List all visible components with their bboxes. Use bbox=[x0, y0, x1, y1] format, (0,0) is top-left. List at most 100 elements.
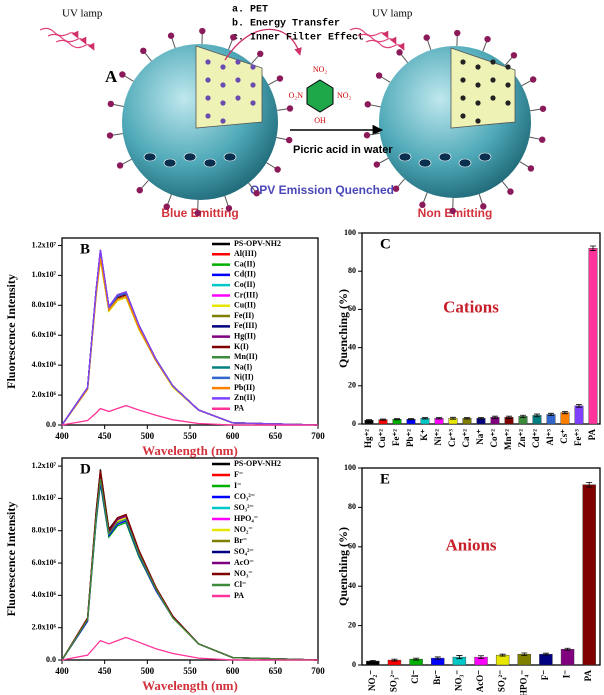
series-line bbox=[61, 255, 319, 426]
x-tick-label: 450 bbox=[98, 666, 112, 676]
legend-label: SO₄²⁻ bbox=[234, 547, 254, 556]
series-line bbox=[61, 252, 319, 426]
dopant bbox=[205, 77, 211, 83]
ligand-head bbox=[539, 105, 547, 112]
x-tick-label: NO₂⁻ bbox=[367, 670, 377, 691]
legend-label: Cu(II) bbox=[234, 301, 256, 310]
series-line bbox=[61, 252, 319, 426]
x-tick-label: PA bbox=[583, 670, 593, 682]
x-tick-label: 400 bbox=[55, 666, 69, 676]
error-bar bbox=[450, 416, 456, 420]
x-tick-label: 500 bbox=[141, 431, 155, 441]
series-line bbox=[61, 254, 319, 426]
series-line bbox=[61, 257, 319, 426]
dopant bbox=[220, 64, 226, 70]
error-bar bbox=[499, 653, 506, 657]
series-line bbox=[61, 477, 319, 661]
y-tick-label: 1.2x10⁷ bbox=[32, 240, 57, 249]
cavity bbox=[223, 152, 237, 162]
x-tick-label: Na⁺ bbox=[475, 429, 485, 445]
error-bar bbox=[369, 660, 376, 663]
ligand-head bbox=[194, 209, 201, 217]
series-line bbox=[61, 472, 319, 661]
bar bbox=[517, 653, 531, 666]
ligand-head bbox=[375, 72, 383, 79]
error-bar bbox=[394, 418, 400, 421]
series-line bbox=[61, 249, 319, 426]
x-tick-label: Zn⁺² bbox=[517, 429, 527, 448]
bar bbox=[539, 653, 553, 666]
y-tick-label: 60 bbox=[348, 542, 356, 551]
dopant bbox=[250, 82, 256, 88]
y-tick-label: 100 bbox=[344, 228, 356, 237]
series-line bbox=[61, 251, 319, 426]
x-tick-label: 400 bbox=[55, 431, 69, 441]
legend-label: Cl⁻ bbox=[234, 580, 246, 589]
bar bbox=[574, 405, 584, 425]
dopant bbox=[475, 118, 481, 124]
ligand-head bbox=[529, 76, 537, 83]
uv-ray bbox=[55, 39, 95, 51]
dopant bbox=[490, 95, 496, 101]
x-tick-label: 600 bbox=[226, 666, 240, 676]
series-line bbox=[61, 251, 319, 426]
legend-label: F⁻ bbox=[234, 470, 243, 479]
uv-ray bbox=[357, 33, 397, 45]
y-tick-label: 20 bbox=[348, 381, 356, 390]
panel-label: B bbox=[80, 241, 90, 257]
x-tick-label: 650 bbox=[269, 666, 283, 676]
y-tick-label: 1.0x10⁷ bbox=[32, 493, 57, 502]
y-axis-label: Fluorescence Intensity bbox=[4, 502, 18, 617]
y-tick-label: 40 bbox=[348, 581, 356, 590]
series-line bbox=[61, 474, 319, 661]
lamp-label: UV lamp bbox=[62, 8, 103, 20]
ligand-head bbox=[527, 165, 535, 172]
legend-label: HPO₄⁻ bbox=[234, 514, 258, 523]
dopant bbox=[460, 95, 466, 101]
ligand-head bbox=[163, 203, 170, 210]
y-tick-label: 1.0x10⁷ bbox=[32, 270, 57, 279]
y-axis-label: Quenching (%) bbox=[336, 289, 350, 368]
panel-label: C bbox=[380, 236, 391, 252]
mechanism: b. Energy Transfer bbox=[232, 18, 340, 30]
y-axis-label: Fluorescence Intensity bbox=[4, 274, 18, 389]
error-bar bbox=[564, 647, 571, 651]
cavity bbox=[143, 152, 157, 162]
error-bar bbox=[478, 655, 484, 659]
legend-label: Fe(III) bbox=[234, 321, 257, 330]
annotation: Cations bbox=[443, 297, 499, 316]
legend-label: Pb(II) bbox=[234, 383, 255, 392]
x-tick-label: HPO₄⁻ bbox=[518, 670, 528, 695]
x-tick-label: 700 bbox=[311, 431, 325, 441]
ligand-head bbox=[423, 34, 430, 41]
series-line bbox=[61, 470, 319, 661]
ligand-head bbox=[107, 100, 115, 108]
ligand-head bbox=[225, 205, 233, 212]
x-tick-label: 500 bbox=[141, 666, 155, 676]
error-bar bbox=[456, 655, 463, 660]
x-tick-label: Al⁺³ bbox=[545, 429, 555, 446]
x-tick-label: Hg⁺² bbox=[363, 429, 373, 448]
dopant bbox=[235, 95, 241, 101]
uv-ray bbox=[39, 27, 79, 39]
y-tick-label: 1.2x10⁷ bbox=[32, 461, 57, 470]
ligand-head bbox=[539, 136, 546, 143]
x-tick-label: SO₄²⁻ bbox=[497, 670, 507, 692]
dopant bbox=[475, 64, 481, 70]
error-bar bbox=[380, 418, 386, 421]
panel-label: D bbox=[80, 461, 91, 477]
series-line bbox=[61, 254, 319, 426]
x-tick-label: 550 bbox=[183, 431, 197, 441]
x-tick-label: 700 bbox=[311, 666, 325, 676]
x-tick-label: 450 bbox=[98, 431, 112, 441]
ligand-head bbox=[230, 34, 237, 41]
y-tick-label: 60 bbox=[348, 304, 356, 313]
error-bar bbox=[521, 652, 528, 656]
legend-label: NO₂⁻ bbox=[234, 525, 253, 534]
error-bar bbox=[590, 245, 596, 251]
ligand-head bbox=[257, 50, 264, 58]
legend-label: Zn(II) bbox=[234, 393, 256, 402]
y-tick-label: 80 bbox=[348, 266, 356, 275]
legend-label: PS-OPV-NH2 bbox=[234, 459, 281, 468]
y-tick-label: 40 bbox=[348, 342, 356, 351]
